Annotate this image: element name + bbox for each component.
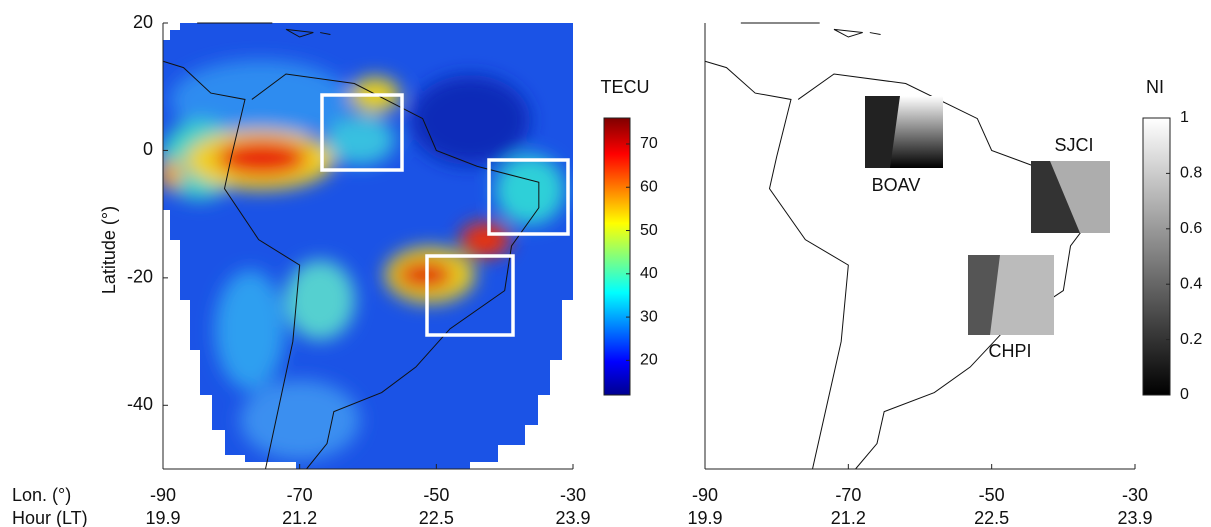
hour-label: 23.9 [555,508,590,527]
hour-row-label: Hour (LT) [12,508,88,527]
colorbar [604,118,630,395]
island [834,29,863,37]
colorbar-tick-label: 40 [640,265,658,282]
colorbar [1143,118,1170,395]
colorbar-tick-label: 0 [1180,386,1189,403]
x-tick-label: -30 [560,485,586,505]
figure: TECU NI Latitude (°) Lon. (°) Hour (LT) … [0,0,1211,527]
colorbar-tick-label: 50 [640,222,658,239]
station-label: BOAV [872,175,921,195]
hour-label: 21.2 [831,508,866,527]
colorbar-tick-label: 20 [640,352,658,369]
y-tick-label: -40 [127,394,153,414]
colorbar-title: NI [1146,77,1164,97]
y-tick-label: -20 [127,267,153,287]
x-tick-label: -90 [692,485,718,505]
lon-row-label: Lon. (°) [12,485,71,505]
colorbar-tick-label: 30 [640,308,658,325]
hour-label: 23.9 [1117,508,1152,527]
colorbar-tick-label: 60 [640,178,658,195]
x-tick-label: -90 [150,485,176,505]
colorbar-tick-label: 0.4 [1180,275,1202,292]
x-tick-label: -30 [1122,485,1148,505]
y-tick-label: 20 [133,12,153,32]
y-tick-label: 0 [143,139,153,159]
colorbar-title: TECU [601,77,650,97]
station-label: SJCI [1054,135,1093,155]
colorbar-tick-label: 1 [1180,109,1189,126]
hour-label: 21.2 [282,508,317,527]
x-tick-label: -70 [287,485,313,505]
x-tick-label: -70 [835,485,861,505]
hour-label: 22.5 [974,508,1009,527]
colorbar-tick-label: 0.8 [1180,165,1202,182]
tec-map [158,23,573,469]
hour-label: 19.9 [145,508,180,527]
colorbar-tick-label: 70 [640,135,658,152]
hour-label: 19.9 [687,508,722,527]
island [870,33,881,35]
hour-label: 22.5 [419,508,454,527]
x-tick-label: -50 [979,485,1005,505]
x-tick-label: -50 [423,485,449,505]
station-label: CHPI [988,341,1031,361]
colorbar-tick-label: 0.2 [1180,331,1202,348]
colorbar-tick-label: 0.6 [1180,220,1202,237]
coastline [705,23,1099,469]
station-images [865,96,1110,335]
y-axis-label: Latitude (°) [99,206,119,294]
